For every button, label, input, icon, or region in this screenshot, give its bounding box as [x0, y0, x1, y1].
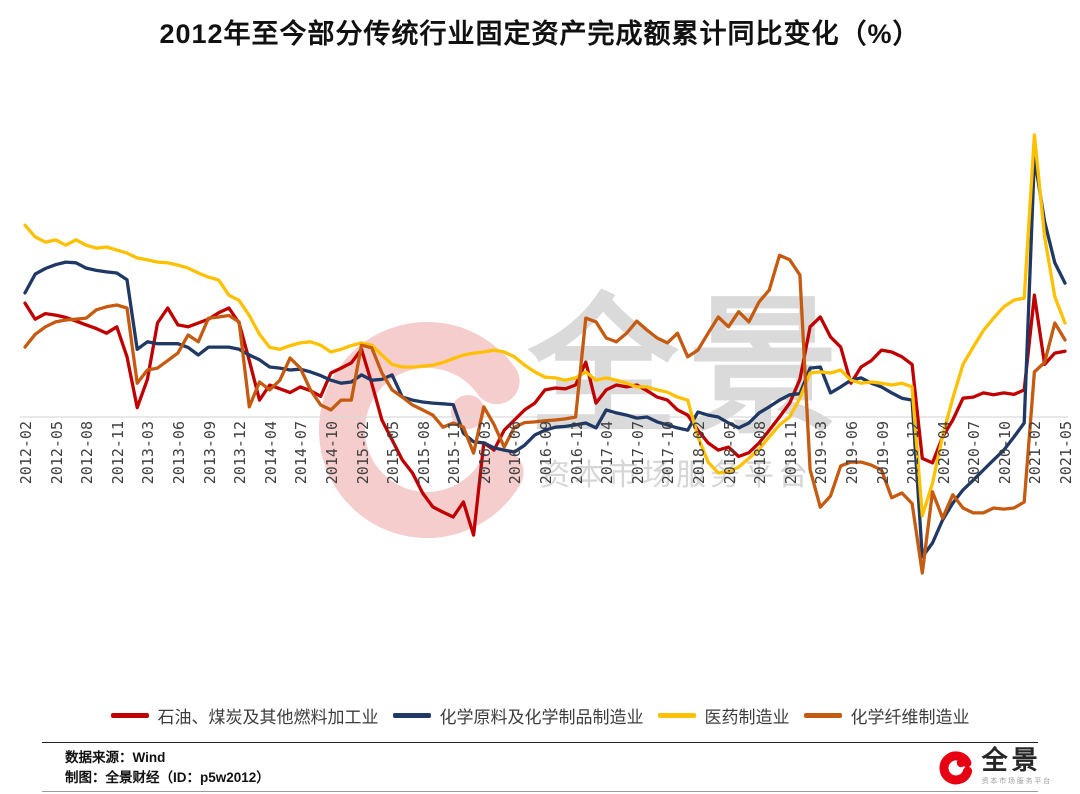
- brand-logo: 全景 资本市场服务平台: [936, 746, 1052, 786]
- brand-name: 全景: [981, 745, 1042, 775]
- legend-label: 医药制造业: [704, 708, 790, 727]
- data-source-label: 数据来源：Wind: [65, 750, 166, 765]
- footer-credits: 数据来源：Wind 制图：全景财经（ID：p5w2012）: [65, 748, 270, 788]
- legend-swatch-yellow-line-icon: [657, 713, 696, 718]
- footer-divider: [42, 742, 1038, 743]
- legend-item-pharma: 医药制造业: [657, 703, 790, 728]
- legend-swatch-brown-line-icon: [803, 713, 842, 718]
- legend-item-petroleum: 石油、煤炭及其他燃料加工业: [110, 703, 379, 728]
- series-line: [23, 253, 1067, 575]
- chart-legend: 石油、煤炭及其他燃料加工业 化学原料及化学制品制造业 医药制造业 化学纤维制造业: [0, 703, 1080, 728]
- legend-item-chemical-fiber: 化学纤维制造业: [803, 703, 970, 728]
- legend-swatch-navy-line-icon: [392, 713, 431, 718]
- watermark-tagline-text: 资本市场服务平台: [540, 459, 812, 492]
- series-line: [23, 293, 1067, 537]
- legend-swatch-red-line-icon: [110, 713, 149, 718]
- page-title: 2012年至今部分传统行业固定资产完成额累计同比变化（%）: [159, 19, 921, 49]
- legend-item-chemical-raw: 化学原料及化学制品制造业: [392, 703, 644, 728]
- chart-credit-label: 制图：全景财经（ID：p5w2012）: [65, 770, 270, 785]
- legend-label: 化学原料及化学制品制造业: [439, 708, 644, 727]
- series-line: [23, 155, 1067, 559]
- series-line: [23, 133, 1067, 518]
- brand-swirl-icon: [939, 751, 972, 785]
- series-lines: [23, 133, 1067, 575]
- legend-label: 化学纤维制造业: [850, 708, 970, 727]
- brand-tagline: 资本市场服务平台: [981, 778, 1052, 785]
- bottom-divider: [42, 791, 1038, 792]
- legend-label: 石油、煤炭及其他燃料加工业: [157, 708, 379, 727]
